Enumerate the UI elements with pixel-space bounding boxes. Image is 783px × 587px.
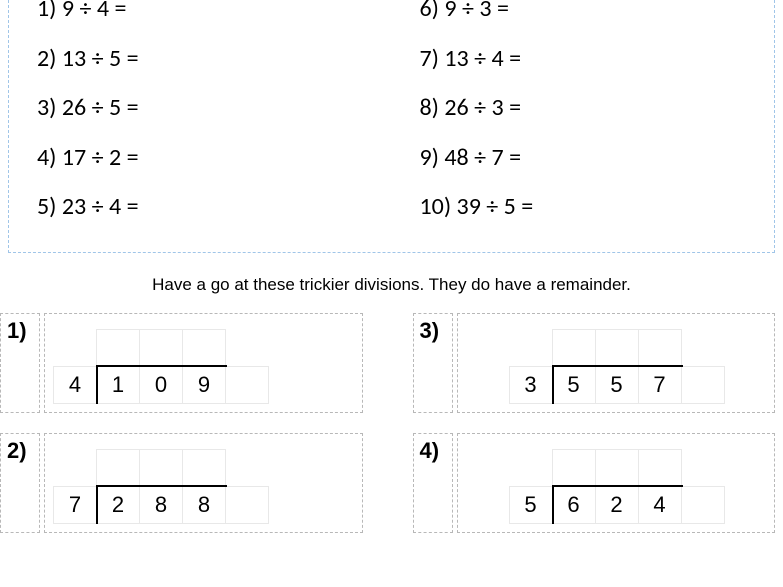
dividend-cell: 8	[139, 486, 183, 524]
problem-10: 10) 39 ÷ 5 =	[420, 182, 775, 232]
long-div-1-number: 1)	[0, 313, 40, 413]
division-bracket	[552, 486, 554, 524]
dividend-cell: 5	[595, 366, 639, 404]
dividend-cell: 5	[552, 366, 596, 404]
division-bar	[552, 365, 683, 367]
long-div-2: 2) 7 2 8 8	[0, 433, 363, 533]
divisor-cell: 4	[53, 366, 97, 404]
dividend-cell: 1	[96, 366, 140, 404]
problem-7: 7) 13 ÷ 4 =	[420, 34, 775, 84]
long-div-3-work: 3 5 5 7	[457, 313, 776, 413]
long-div-3: 3) 3 5 5 7	[413, 313, 776, 413]
left-column: 1) 9 ÷ 4 = 2) 13 ÷ 5 = 3) 26 ÷ 5 = 4) 17…	[9, 0, 392, 232]
divisor-cell: 7	[53, 486, 97, 524]
long-div-1: 1) 4 1 0 9	[0, 313, 363, 413]
instruction-text: Have a go at these trickier divisions. T…	[0, 275, 783, 295]
problem-2: 2) 13 ÷ 5 =	[37, 34, 392, 84]
empty-cell	[681, 366, 725, 404]
problem-1: 1) 9 ÷ 4 =	[37, 0, 392, 34]
problem-8: 8) 26 ÷ 3 =	[420, 83, 775, 133]
problem-9: 9) 48 ÷ 7 =	[420, 133, 775, 183]
division-bracket	[96, 486, 98, 524]
problem-3: 3) 26 ÷ 5 =	[37, 83, 392, 133]
dividend-cell: 8	[182, 486, 226, 524]
empty-cell	[225, 486, 269, 524]
dividend-cell: 4	[638, 486, 682, 524]
long-div-4-work: 5 6 2 4	[457, 433, 776, 533]
division-bar	[96, 485, 227, 487]
right-column: 6) 9 ÷ 3 = 7) 13 ÷ 4 = 8) 26 ÷ 3 = 9) 48…	[392, 0, 775, 232]
dividend-cell: 2	[595, 486, 639, 524]
long-div-1-work: 4 1 0 9	[44, 313, 363, 413]
problem-columns: 1) 9 ÷ 4 = 2) 13 ÷ 5 = 3) 26 ÷ 5 = 4) 17…	[9, 0, 774, 232]
problem-5: 5) 23 ÷ 4 =	[37, 182, 392, 232]
simple-division-section: 1) 9 ÷ 4 = 2) 13 ÷ 5 = 3) 26 ÷ 5 = 4) 17…	[8, 0, 775, 253]
divisor-cell: 5	[509, 486, 553, 524]
empty-cell	[225, 366, 269, 404]
empty-cell	[681, 486, 725, 524]
long-div-3-number: 3)	[413, 313, 453, 413]
long-div-2-number: 2)	[0, 433, 40, 533]
division-bracket	[96, 366, 98, 404]
division-bar	[96, 365, 227, 367]
problem-4: 4) 17 ÷ 2 =	[37, 133, 392, 183]
division-bar	[552, 485, 683, 487]
dividend-cell: 0	[139, 366, 183, 404]
division-bracket	[552, 366, 554, 404]
dividend-cell: 2	[96, 486, 140, 524]
dividend-cell: 7	[638, 366, 682, 404]
divisor-cell: 3	[509, 366, 553, 404]
dividend-cell: 6	[552, 486, 596, 524]
long-div-4: 4) 5 6 2 4	[413, 433, 776, 533]
problem-6: 6) 9 ÷ 3 =	[420, 0, 775, 34]
long-division-grid: 1) 4 1 0 9 3)	[0, 313, 783, 533]
long-div-2-work: 7 2 8 8	[44, 433, 363, 533]
long-div-4-number: 4)	[413, 433, 453, 533]
dividend-cell: 9	[182, 366, 226, 404]
